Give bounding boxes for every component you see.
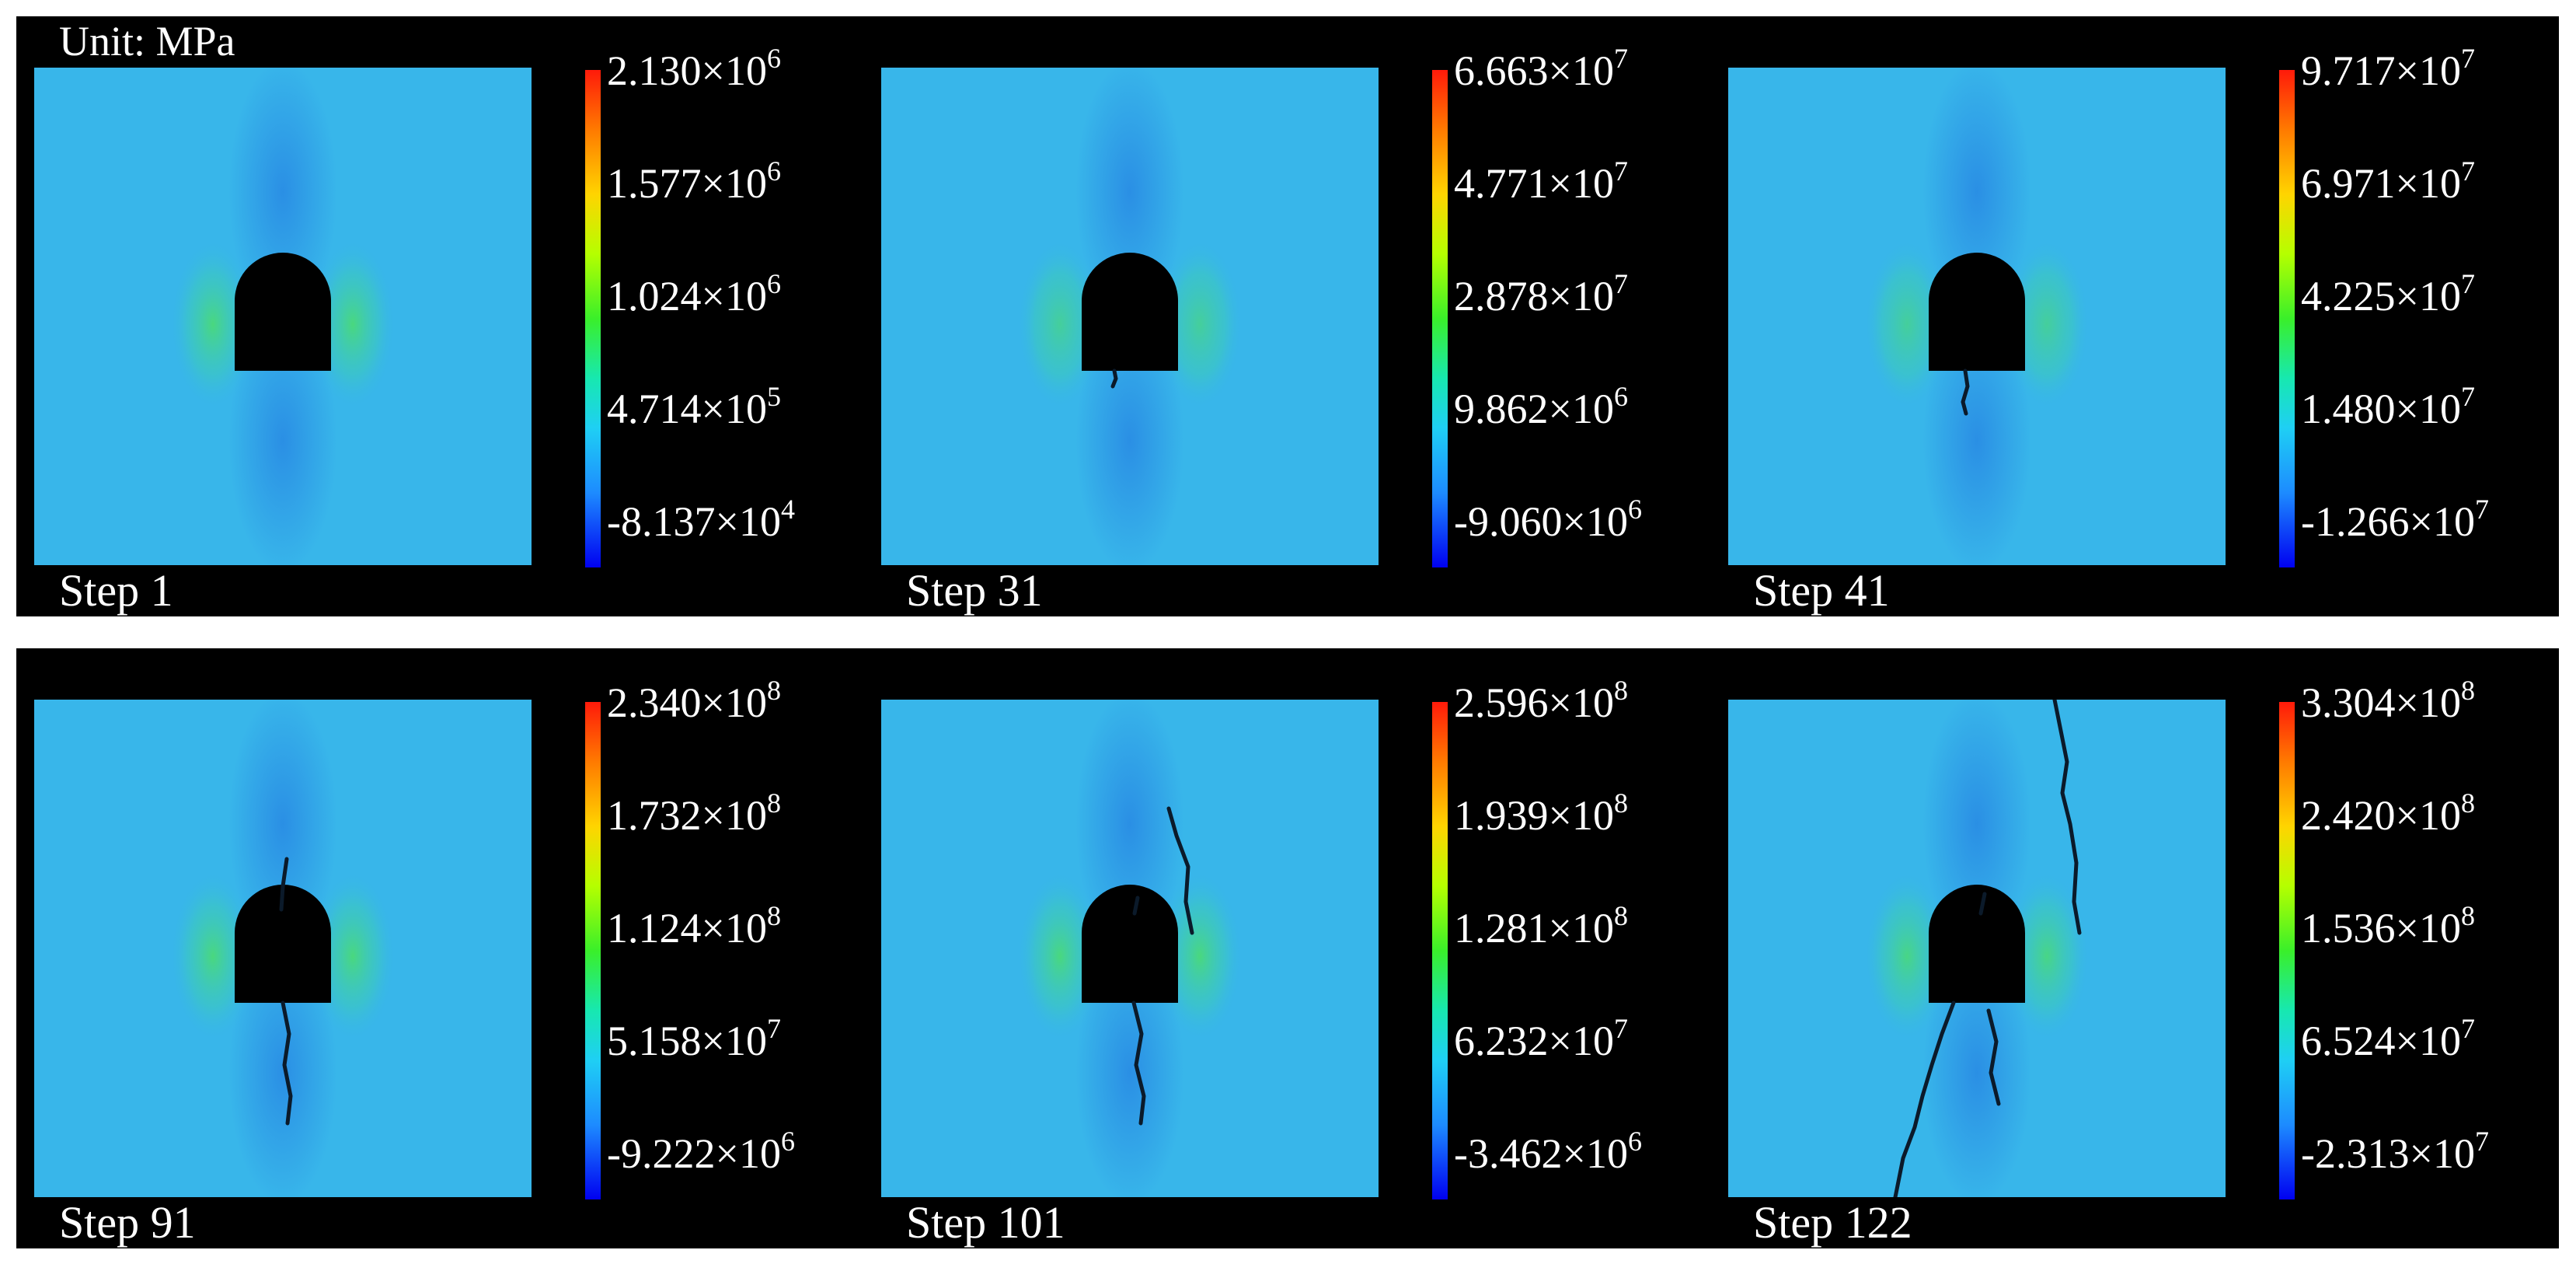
scale-tick-label: 5.158×107 [607, 1013, 781, 1064]
scale-tick-label: 1.577×106 [607, 155, 781, 207]
tunnel-opening [1082, 885, 1178, 1003]
scale-tick-label: 4.225×107 [2301, 268, 2475, 319]
top-row: Unit: MPa 2.130×106 1.577×106 1.024×106 4 [16, 16, 2559, 616]
tunnel-opening [235, 885, 331, 1003]
stress-zone-right [310, 239, 396, 410]
stress-zone-left [170, 239, 256, 410]
stress-field [34, 68, 532, 565]
stress-field [881, 68, 1379, 565]
scale-tick-label: 1.480×107 [2301, 381, 2475, 432]
scale-tick-label: 6.663×107 [1454, 43, 1628, 94]
color-scale-bar [2279, 702, 2295, 1199]
scale-tick-label: 2.596×108 [1454, 675, 1628, 726]
scale-tick-label: 2.340×108 [607, 675, 781, 726]
low-stress-zone-bottom [228, 941, 337, 1197]
scale-tick-label: 9.717×107 [2301, 43, 2475, 94]
scale-tick-label: 2.130×106 [607, 43, 781, 94]
fracture-crack [1961, 368, 1970, 416]
tunnel-opening [1929, 253, 2025, 371]
scale-tick-label: -3.462×106 [1454, 1126, 1642, 1177]
fracture-crack [1132, 896, 1140, 916]
step-label: Step 31 [906, 565, 1043, 616]
scale-tick-label: 3.304×108 [2301, 675, 2475, 726]
fracture-crack [281, 1000, 293, 1126]
tunnel-opening [235, 253, 331, 371]
stress-field [1728, 68, 2226, 565]
stress-zone-right [2004, 239, 2090, 410]
low-stress-zone-top [228, 68, 337, 324]
panel-step-101: 2.596×108 1.939×108 1.281×108 6.232×107 -3.4… [863, 648, 1710, 1248]
low-stress-zone-top [1075, 68, 1184, 324]
low-stress-zone-top [1922, 68, 2031, 324]
stress-zone-left [1864, 871, 1950, 1042]
step-label: Step 122 [1753, 1197, 1912, 1248]
stress-zone-right [2004, 871, 2090, 1042]
stress-field [34, 700, 532, 1197]
low-stress-zone-bottom [1922, 309, 2031, 565]
fracture-crack [2052, 700, 2082, 935]
fracture-crack [279, 857, 289, 912]
tunnel-opening [1929, 885, 2025, 1003]
fracture-crack [1978, 892, 1987, 916]
step-label: Step 101 [906, 1197, 1065, 1248]
stress-zone-right [310, 871, 396, 1042]
fracture-crack [1110, 368, 1118, 389]
low-stress-zone-top [228, 700, 337, 956]
scale-tick-label: 9.862×106 [1454, 381, 1628, 432]
step-label: Step 91 [59, 1197, 196, 1248]
fracture-crack [1893, 1000, 1956, 1197]
scale-tick-label: -9.060×106 [1454, 494, 1642, 545]
scale-tick-label: -8.137×104 [607, 494, 795, 545]
color-scale-bar [585, 70, 601, 567]
scale-tick-label: 1.281×108 [1454, 900, 1628, 951]
color-scale-bar [2279, 70, 2295, 567]
stress-field [1728, 700, 2226, 1197]
tunnel-opening [1082, 253, 1178, 371]
stress-zone-left [1017, 239, 1103, 410]
scale-tick-label: 2.878×107 [1454, 268, 1628, 319]
color-scale-bar [585, 702, 601, 1199]
fracture-crack [1166, 806, 1194, 935]
stress-zone-left [170, 871, 256, 1042]
scale-tick-label: 6.524×107 [2301, 1013, 2475, 1064]
step-label: Step 41 [1753, 565, 1890, 616]
scale-tick-label: -2.313×107 [2301, 1126, 2489, 1177]
scale-tick-label: 6.232×107 [1454, 1013, 1628, 1064]
scale-tick-label: -1.266×107 [2301, 494, 2489, 545]
scale-tick-label: 1.939×108 [1454, 787, 1628, 839]
scale-tick-label: 1.536×108 [2301, 900, 2475, 951]
fracture-crack [1986, 1008, 2001, 1106]
low-stress-zone-top [1075, 700, 1184, 956]
panel-step-31: 6.663×107 4.771×107 2.878×107 9.862×106 -9.0… [863, 16, 1710, 616]
color-scale-bar [1432, 702, 1448, 1199]
panel-step-41: 9.717×107 6.971×107 4.225×107 1.480×107 -1.2… [1710, 16, 2557, 616]
scale-tick-label: -9.222×106 [607, 1126, 795, 1177]
low-stress-zone-bottom [1075, 309, 1184, 565]
stress-field [881, 700, 1379, 1197]
stress-zone-right [1157, 871, 1243, 1042]
scale-tick-label: 1.732×108 [607, 787, 781, 839]
stress-zone-left [1017, 871, 1103, 1042]
scale-tick-label: 4.771×107 [1454, 155, 1628, 207]
panel-step-1: 2.130×106 1.577×106 1.024×106 4.714×105 -8.1… [16, 16, 863, 616]
color-scale-bar [1432, 70, 1448, 567]
low-stress-zone-top [1922, 700, 2031, 956]
panel-step-122: 3.304×108 2.420×108 1.536×108 6.524×107 -2.3… [1710, 648, 2557, 1248]
scale-tick-label: 4.714×105 [607, 381, 781, 432]
low-stress-zone-bottom [228, 309, 337, 565]
low-stress-zone-bottom [1075, 941, 1184, 1197]
scale-tick-label: 2.420×108 [2301, 787, 2475, 839]
step-label: Step 1 [59, 565, 173, 616]
low-stress-zone-bottom [1922, 941, 2031, 1197]
scale-tick-label: 6.971×107 [2301, 155, 2475, 207]
panel-step-91: 2.340×108 1.732×108 1.124×108 5.158×107 -9.2… [16, 648, 863, 1248]
fracture-crack [1131, 1000, 1146, 1126]
bottom-row: 2.340×108 1.732×108 1.124×108 5.158×107 -9.2… [16, 648, 2559, 1248]
scale-tick-label: 1.024×106 [607, 268, 781, 319]
scale-tick-label: 1.124×108 [607, 900, 781, 951]
stress-zone-right [1157, 239, 1243, 410]
stress-zone-left [1864, 239, 1950, 410]
unit-label: Unit: MPa [59, 18, 235, 65]
